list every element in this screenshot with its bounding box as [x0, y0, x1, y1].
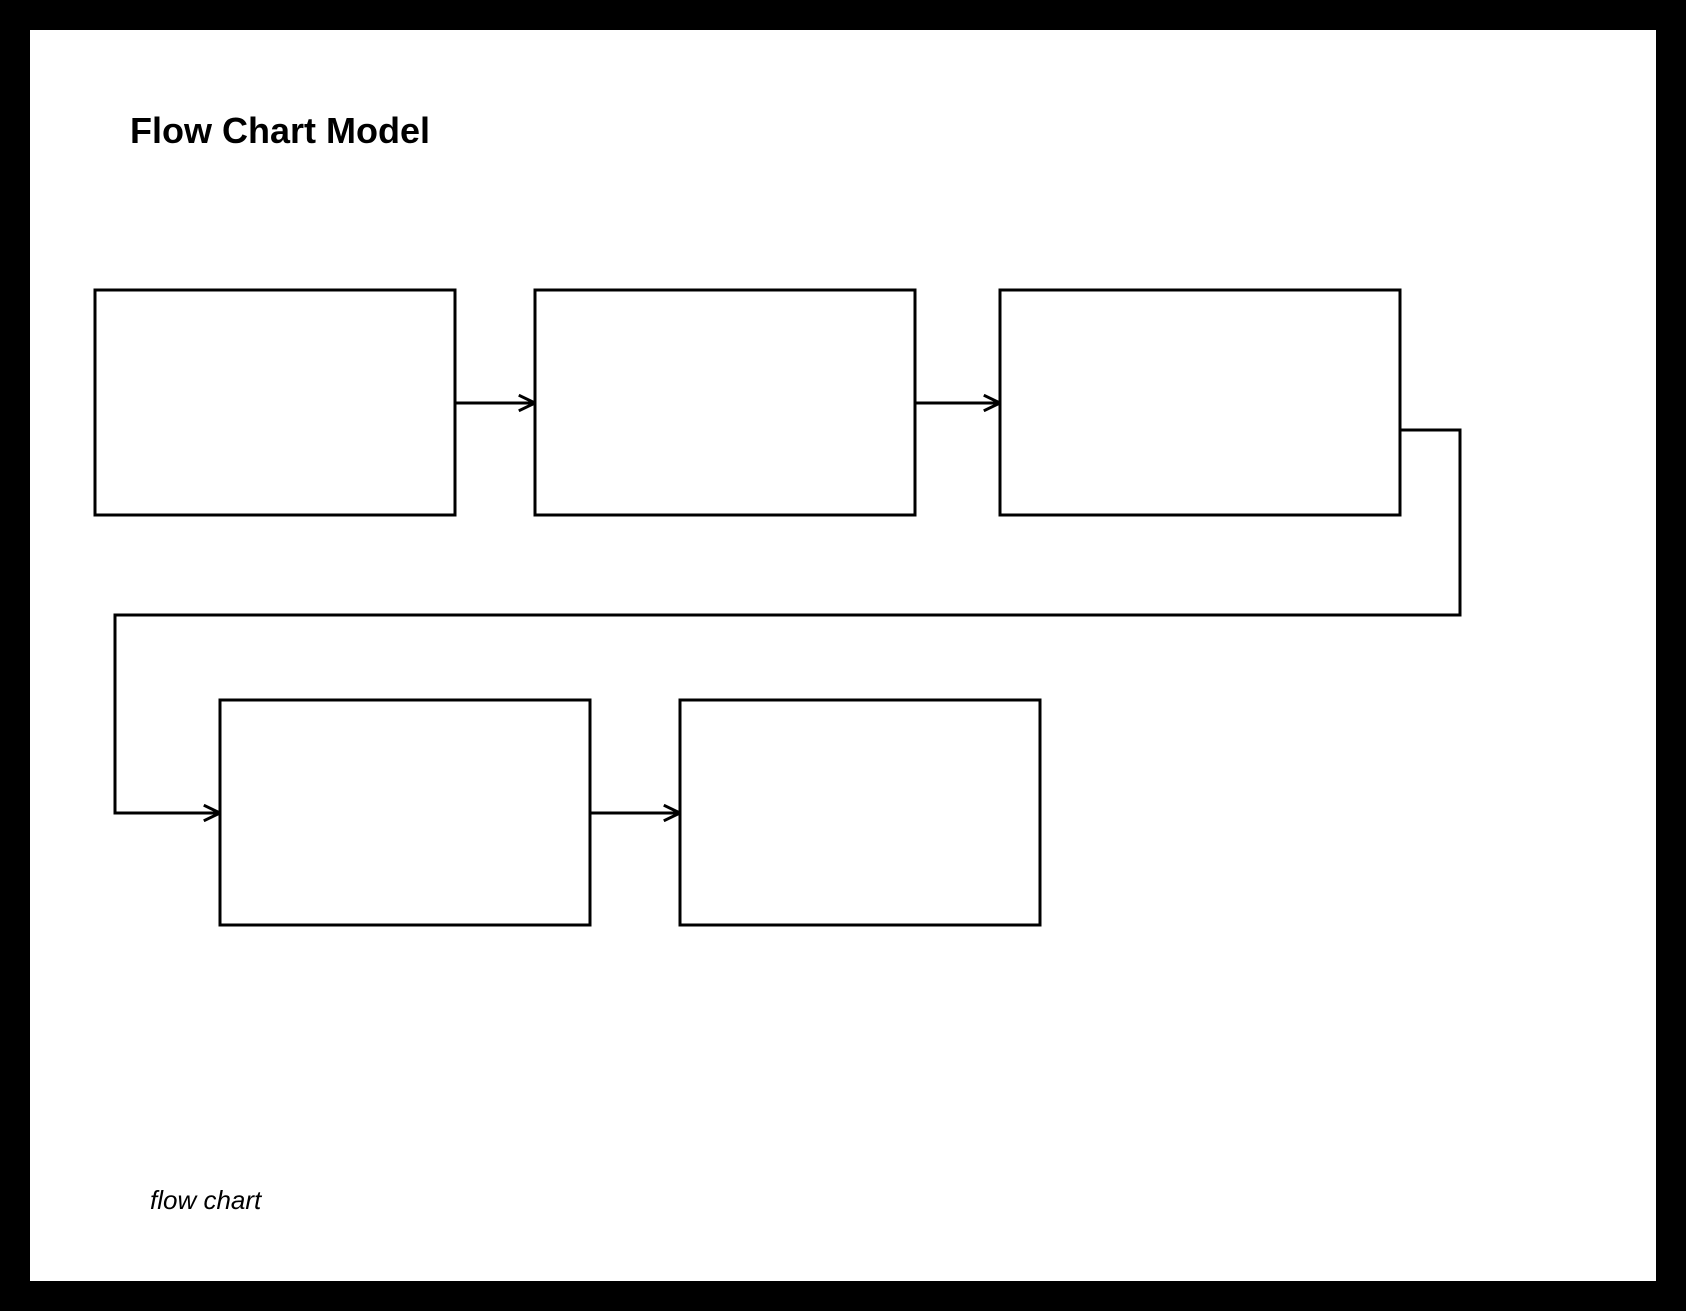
flow-node	[535, 290, 915, 515]
flowchart-svg	[0, 0, 1686, 1311]
flow-node	[220, 700, 590, 925]
flow-node	[95, 290, 455, 515]
flow-node	[680, 700, 1040, 925]
flow-node	[1000, 290, 1400, 515]
